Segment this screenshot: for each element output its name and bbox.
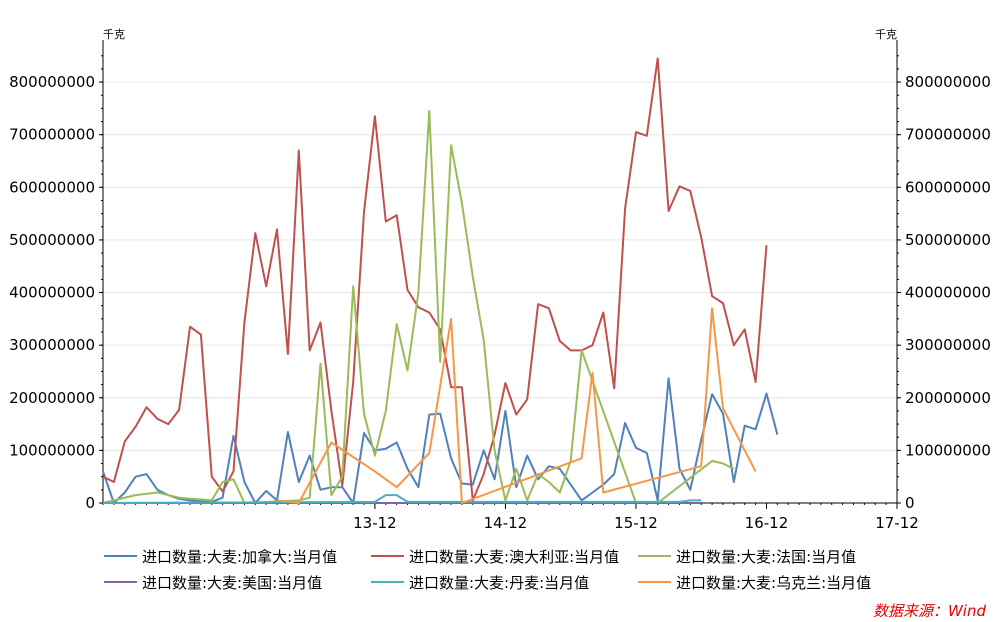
left-tick-label: 500000000	[9, 231, 95, 249]
legend-swatch-ukraine	[638, 581, 671, 583]
legend-item-australia: 进口数量:大麦:澳大利亚:当月值	[371, 543, 619, 569]
x-tick-label: 13-12	[353, 514, 397, 532]
series-line-0	[102, 377, 779, 504]
chart-area: 千克 千克 0 100000000 200000000 300000000 400000…	[9, 28, 991, 532]
right-tick-label: 500000000	[905, 231, 991, 249]
x-tick-label: 16-12	[745, 514, 789, 532]
legend-swatch-france	[638, 555, 671, 557]
legend-swatch-usa	[104, 581, 137, 583]
x-ticks: 13-12 14-12 15-12 16-12 17-12	[102, 503, 919, 532]
left-tick-label: 0	[85, 494, 95, 512]
legend-swatch-denmark	[371, 581, 404, 583]
x-tick-label: 17-12	[875, 514, 919, 532]
right-tick-label: 600000000	[905, 178, 991, 196]
right-y-ticks: 0 100000000 200000000 300000000 400000000 500…	[897, 55, 991, 512]
legend-label-usa: 进口数量:大麦:美国:当月值	[142, 573, 323, 592]
right-tick-label: 400000000	[905, 284, 991, 302]
right-tick-label: 700000000	[905, 126, 991, 144]
legend-item-canada: 进口数量:大麦:加拿大:当月值	[104, 543, 337, 569]
source-note: 数据来源：Wind	[872, 602, 986, 620]
right-tick-label: 0	[905, 494, 915, 512]
legend-item-usa: 进口数量:大麦:美国:当月值	[104, 569, 322, 595]
left-tick-label: 100000000	[9, 441, 95, 459]
right-tick-label: 300000000	[905, 336, 991, 354]
series-line-2	[102, 110, 735, 504]
legend-swatch-canada	[104, 555, 137, 557]
right-tick-label: 100000000	[905, 441, 991, 459]
legend-label-australia: 进口数量:大麦:澳大利亚:当月值	[409, 547, 620, 566]
legend-label-canada: 进口数量:大麦:加拿大:当月值	[142, 547, 338, 566]
series-lines	[102, 57, 779, 504]
series-line-5	[276, 307, 757, 504]
series-line-4	[102, 494, 702, 504]
left-tick-label: 600000000	[9, 178, 95, 196]
left-tick-label: 800000000	[9, 73, 95, 91]
left-tick-label: 300000000	[9, 336, 95, 354]
left-tick-label: 400000000	[9, 284, 95, 302]
series-line-1	[102, 57, 768, 502]
gridlines	[103, 81, 897, 451]
legend-item-denmark: 进口数量:大麦:丹麦:当月值	[371, 569, 589, 595]
legend-label-denmark: 进口数量:大麦:丹麦:当月值	[409, 573, 590, 592]
x-tick-label: 14-12	[484, 514, 528, 532]
legend-label-ukraine: 进口数量:大麦:乌克兰:当月值	[676, 573, 872, 592]
legend-item-ukraine: 进口数量:大麦:乌克兰:当月值	[638, 569, 871, 595]
right-tick-label: 200000000	[905, 389, 991, 407]
left-unit-label: 千克	[103, 28, 125, 41]
left-y-ticks: 0 100000000 200000000 300000000 400000000 500…	[9, 55, 103, 512]
legend-item-france: 进口数量:大麦:法国:当月值	[638, 543, 856, 569]
x-tick-label: 15-12	[614, 514, 658, 532]
right-unit-label: 千克	[875, 28, 897, 41]
right-tick-label: 800000000	[905, 73, 991, 91]
legend-label-france: 进口数量:大麦:法国:当月值	[676, 547, 857, 566]
legend-swatch-australia	[371, 555, 404, 557]
left-tick-label: 700000000	[9, 126, 95, 144]
left-tick-label: 200000000	[9, 389, 95, 407]
